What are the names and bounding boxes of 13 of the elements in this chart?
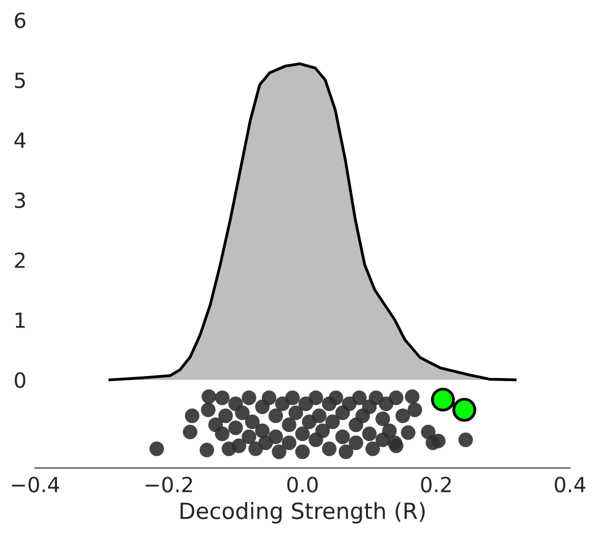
y-tick-label: 1 bbox=[16, 312, 25, 328]
x-tick-label: −0.2 bbox=[146, 476, 192, 492]
y-tick-label: 5 bbox=[15, 72, 25, 88]
x-tick-label: 0.0 bbox=[287, 476, 318, 492]
y-tick-label: 3 bbox=[15, 192, 25, 208]
y-tick-label: 2 bbox=[14, 252, 25, 268]
y-tick-label: 6 bbox=[14, 12, 26, 28]
y-tick-label: 0 bbox=[14, 372, 26, 388]
x-tick-label: 0.2 bbox=[421, 476, 451, 492]
y-tick-label: 4 bbox=[14, 132, 26, 148]
x-tick-label: −0.4 bbox=[12, 476, 60, 492]
x-axis-title: Decoding Strength (R) bbox=[180, 502, 425, 524]
x-tick-label: 0.4 bbox=[554, 476, 586, 492]
